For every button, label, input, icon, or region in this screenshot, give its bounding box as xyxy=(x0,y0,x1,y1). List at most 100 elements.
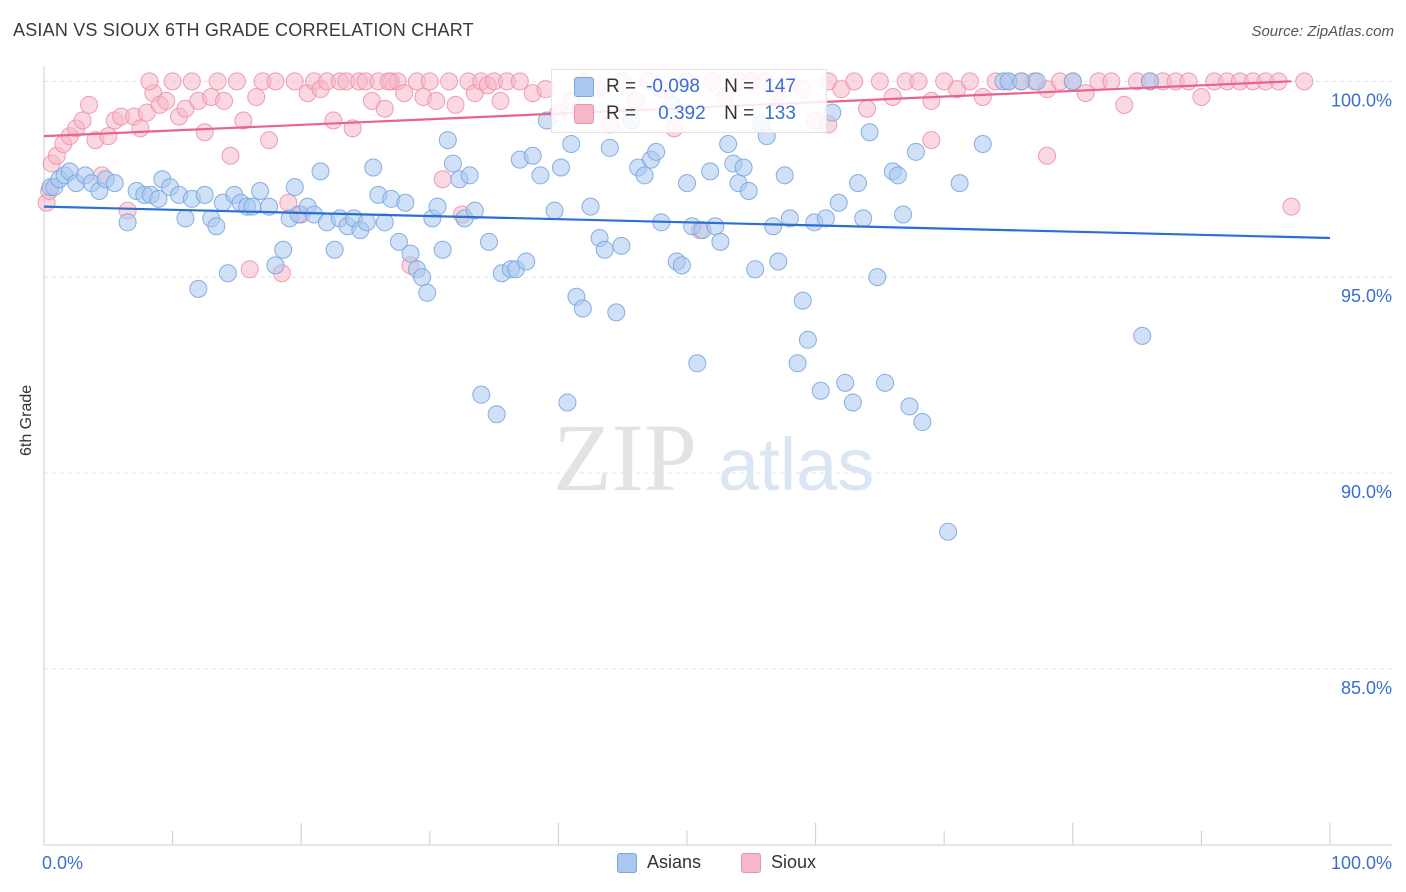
sioux-point xyxy=(1192,87,1211,106)
asians-point xyxy=(868,268,887,287)
sioux-point xyxy=(427,91,446,110)
asians-point xyxy=(207,217,226,236)
asians-point xyxy=(573,299,592,318)
asians-point xyxy=(854,209,873,228)
asians-point xyxy=(1027,72,1046,91)
sioux-point xyxy=(870,72,889,91)
n-value: 147 xyxy=(764,76,796,97)
asians-point xyxy=(706,217,725,236)
sioux-point xyxy=(221,146,240,165)
source-label: Source: ZipAtlas.com xyxy=(1251,23,1394,40)
asians-point xyxy=(413,268,432,287)
sioux-point xyxy=(234,111,253,130)
chart-title: ASIAN VS SIOUX 6TH GRADE CORRELATION CHA… xyxy=(13,20,474,40)
sioux-point xyxy=(240,260,259,279)
sioux-point xyxy=(491,91,510,110)
asians-point xyxy=(558,393,577,412)
asians-trend-line xyxy=(43,205,1331,240)
asians-point xyxy=(433,240,452,259)
asians-point xyxy=(517,252,536,271)
asians-point xyxy=(701,162,720,181)
asians-point xyxy=(843,393,862,412)
asians-point xyxy=(1012,72,1031,91)
legend-swatch-sioux xyxy=(741,852,761,873)
stats-box: R = -0.098 N = 147 R = 0.392 N = 133 xyxy=(551,69,827,133)
sioux-swatch xyxy=(574,104,594,124)
legend-item-sioux[interactable]: Sioux xyxy=(741,852,816,873)
sioux-point xyxy=(73,111,92,130)
asians-point xyxy=(1133,326,1152,345)
sioux-point xyxy=(1038,146,1057,165)
asians-point xyxy=(876,373,895,392)
y-axis-label: 6th Grade xyxy=(18,384,35,456)
y-tick-label: 100.0% xyxy=(1331,90,1392,110)
sioux-point xyxy=(343,119,362,138)
asians-point xyxy=(788,354,807,373)
r-value: -0.098 xyxy=(646,76,700,97)
asians-point xyxy=(105,174,124,193)
x-tick-label-min: 0.0% xyxy=(42,853,83,873)
asians-swatch xyxy=(574,77,594,97)
asians-point xyxy=(739,181,758,200)
legend-swatch-asians xyxy=(617,852,637,873)
asians-point xyxy=(285,178,304,197)
asians-point xyxy=(260,197,279,216)
asians-point xyxy=(711,232,730,251)
asians-point xyxy=(612,236,631,255)
sioux-point xyxy=(845,72,864,91)
watermark-zip: ZIP xyxy=(553,404,697,511)
asians-point xyxy=(218,264,237,283)
asians-point xyxy=(816,209,835,228)
asians-point xyxy=(836,373,855,392)
sioux-point xyxy=(324,111,343,130)
sioux-point xyxy=(227,72,246,91)
asians-point xyxy=(769,252,788,271)
asians-point xyxy=(906,142,925,161)
asians-point xyxy=(460,166,479,185)
asians-point xyxy=(357,213,376,232)
asians-point xyxy=(888,166,907,185)
asians-point xyxy=(428,197,447,216)
asians-point xyxy=(401,244,420,263)
asians-point xyxy=(396,193,415,212)
sioux-point xyxy=(922,131,941,150)
sioux-point xyxy=(215,91,234,110)
asians-point xyxy=(118,213,137,232)
asians-point xyxy=(364,158,383,177)
n-label: N = xyxy=(724,76,755,97)
asians-point xyxy=(465,201,484,220)
asians-point xyxy=(487,405,506,424)
asians-point xyxy=(149,189,168,208)
sioux-point xyxy=(1115,95,1134,114)
sioux-point xyxy=(883,87,902,106)
sioux-point xyxy=(440,72,459,91)
sioux-point xyxy=(195,123,214,142)
asians-point xyxy=(479,232,498,251)
sioux-point xyxy=(379,72,398,91)
sioux-point xyxy=(1076,84,1095,103)
sioux-point xyxy=(99,127,118,146)
asians-point xyxy=(734,158,753,177)
r-label: R = xyxy=(606,103,637,124)
asians-point xyxy=(607,303,626,322)
asians-point xyxy=(176,209,195,228)
asians-point xyxy=(274,240,293,259)
sioux-point xyxy=(1179,72,1198,91)
sioux-point xyxy=(157,91,176,110)
asians-point xyxy=(798,330,817,349)
asians-point xyxy=(849,174,868,193)
asians-point xyxy=(1140,72,1159,91)
stats-row-sioux: R = 0.392 N = 133 xyxy=(574,102,796,126)
sioux-point xyxy=(140,72,159,91)
asians-point xyxy=(860,123,879,142)
asians-point xyxy=(775,166,794,185)
sioux-point xyxy=(131,119,150,138)
y-tick-labels: 85.0% 90.0% 95.0% 100.0% xyxy=(1331,90,1392,697)
asians-point xyxy=(472,385,491,404)
legend-item-asians[interactable]: Asians xyxy=(617,852,701,873)
sioux-point xyxy=(1295,72,1314,91)
asians-point xyxy=(581,197,600,216)
asians-point xyxy=(266,256,285,275)
stats-row-asians: R = -0.098 N = 147 xyxy=(574,75,796,99)
asians-point xyxy=(551,158,570,177)
